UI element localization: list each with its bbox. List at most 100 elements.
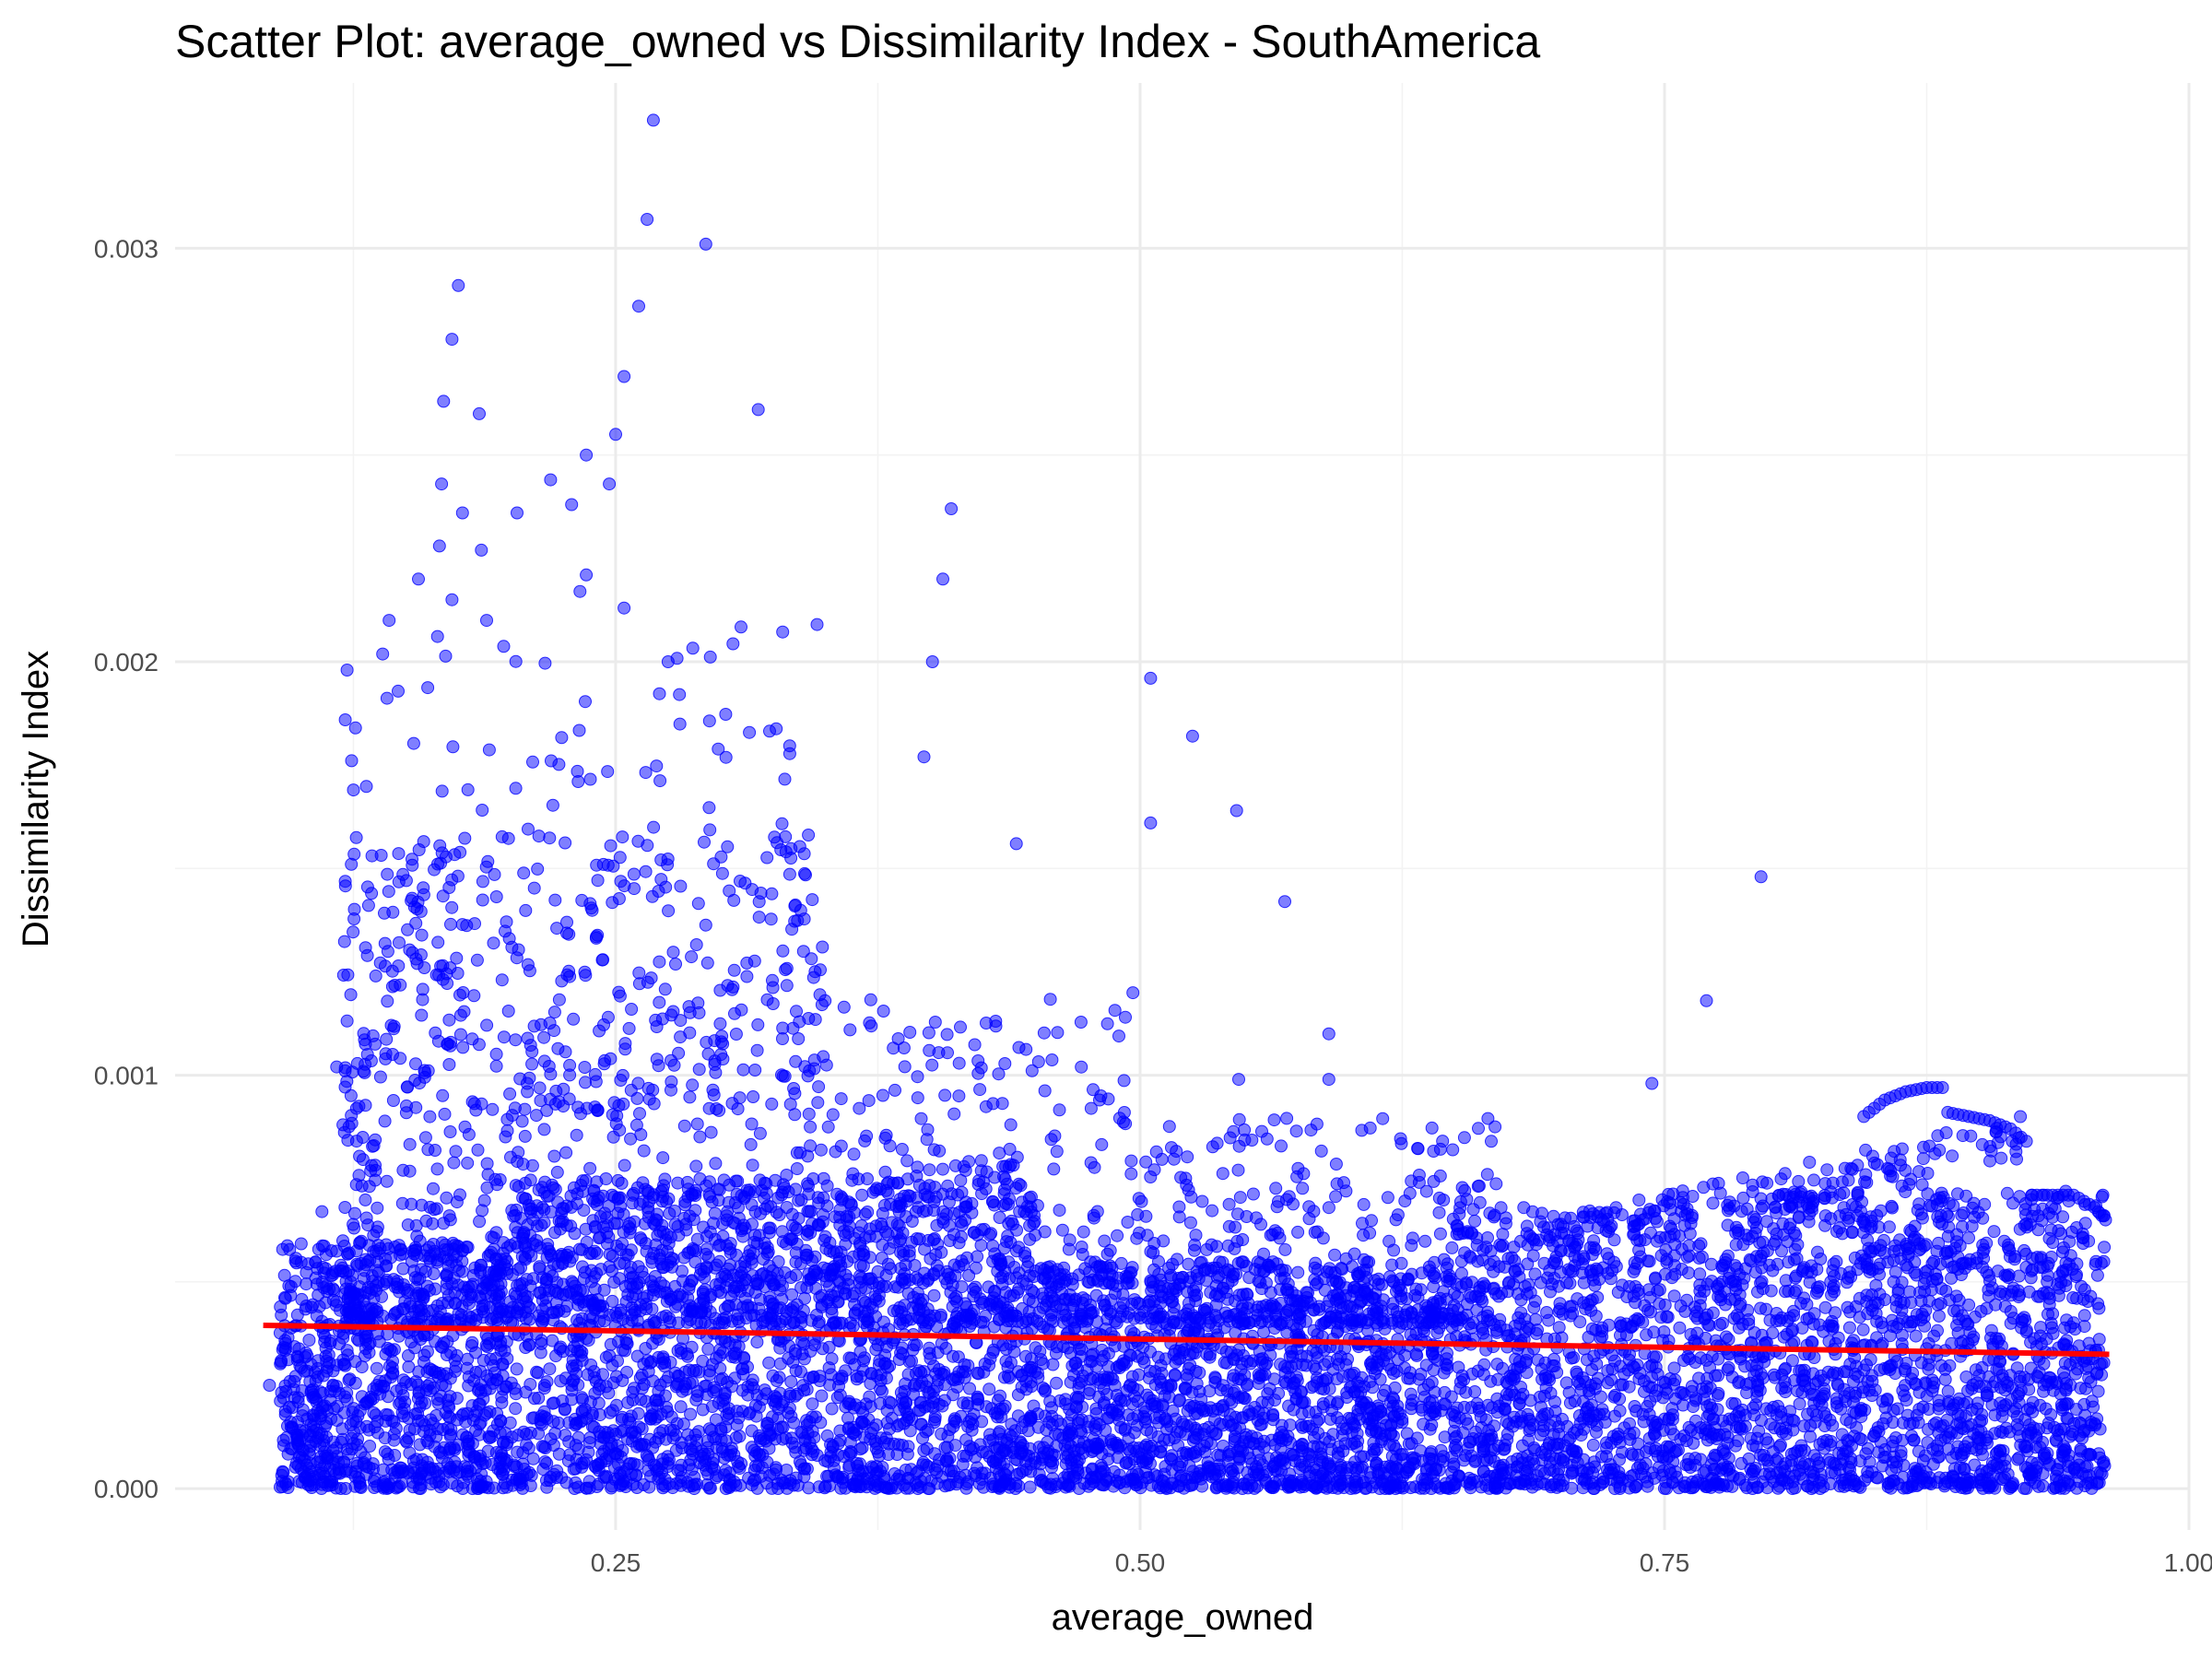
scatter-point xyxy=(1890,1402,1904,1416)
scatter-point xyxy=(348,1355,362,1369)
scatter-point xyxy=(971,1366,984,1380)
scatter-point xyxy=(290,1308,304,1322)
scatter-point xyxy=(1918,1319,1932,1333)
scatter-point xyxy=(1383,1395,1397,1409)
scatter-point xyxy=(1023,1480,1037,1494)
scatter-point xyxy=(1402,1437,1416,1451)
scatter-point xyxy=(1396,1481,1410,1495)
scatter-point xyxy=(300,1277,313,1291)
scatter-point xyxy=(510,1362,524,1376)
points-layer xyxy=(263,113,2112,1496)
scatter-point xyxy=(1782,1255,1795,1269)
scatter-point xyxy=(1114,1394,1128,1407)
scatter-point xyxy=(302,1334,316,1347)
scatter-point xyxy=(582,1481,596,1495)
scatter-point xyxy=(864,1400,877,1414)
scatter-point xyxy=(1759,1302,1773,1316)
scatter-point xyxy=(1392,1353,1405,1367)
scatter-point xyxy=(1931,1324,1944,1337)
scatter-point xyxy=(1132,1368,1146,1382)
scatter-point xyxy=(1882,1220,1896,1234)
scatter-point xyxy=(1768,1371,1782,1384)
scatter-point xyxy=(1266,1408,1280,1422)
scatter-point xyxy=(1804,1430,1817,1443)
scatter-point xyxy=(756,1461,770,1475)
scatter-point xyxy=(1274,1358,1288,1371)
scatter-point xyxy=(318,1335,332,1348)
scatter-point xyxy=(1653,1283,1666,1297)
scatter-point xyxy=(541,1238,555,1252)
scatter-point xyxy=(982,1382,996,1396)
scatter-point xyxy=(674,1342,688,1356)
scatter-point xyxy=(395,1406,409,1419)
scatter-point xyxy=(1135,1352,1149,1366)
scatter-point xyxy=(2019,1247,2033,1261)
scatter-point xyxy=(2077,1309,2091,1323)
scatter-point xyxy=(509,1402,523,1416)
scatter-point xyxy=(784,1375,798,1389)
scatter-point xyxy=(546,1334,559,1347)
scatter-point xyxy=(1851,1187,1865,1200)
scatter-point xyxy=(1882,1477,1896,1490)
scatter-point xyxy=(644,1355,658,1369)
scatter-point xyxy=(674,1400,688,1414)
scatter-point xyxy=(1537,1407,1551,1421)
scatter-point xyxy=(1291,1265,1305,1279)
scatter-point xyxy=(762,1356,776,1370)
scatter-point xyxy=(1938,1372,1952,1386)
scatter-point xyxy=(276,1433,290,1447)
scatter-point xyxy=(1943,1359,1957,1372)
scatter-point xyxy=(1989,1298,2003,1312)
scatter-point xyxy=(1886,1201,1899,1215)
scatter-point xyxy=(876,1238,889,1252)
scatter-point xyxy=(1378,1383,1392,1397)
scatter-point xyxy=(1309,1256,1323,1270)
scatter-point xyxy=(1437,1366,1451,1380)
scatter-point xyxy=(1570,1365,1583,1379)
scatter-point xyxy=(1912,1416,1925,1430)
scatter-point xyxy=(1345,1437,1359,1451)
scatter-point xyxy=(558,1403,571,1417)
scatter-point xyxy=(1932,1309,1946,1323)
scatter-point xyxy=(2040,1332,2053,1346)
scatter-point xyxy=(591,1459,605,1472)
scatter-point xyxy=(770,1374,783,1387)
scatter-point xyxy=(671,1176,685,1190)
scatter-point xyxy=(1945,1271,1959,1285)
scatter-point xyxy=(1520,1219,1534,1233)
scatter-point xyxy=(526,1452,540,1465)
scatter-point xyxy=(1496,1228,1510,1241)
scatter-point xyxy=(423,1384,437,1398)
scatter-point xyxy=(1082,1387,1096,1400)
scatter-point xyxy=(1693,1267,1707,1281)
scatter-point xyxy=(1268,1438,1282,1452)
scatter-point xyxy=(1763,1313,1777,1327)
scatter-point xyxy=(1845,1225,1859,1239)
scatter-point xyxy=(2090,1268,2104,1282)
scatter-point xyxy=(1295,1406,1309,1420)
scatter-point xyxy=(957,1396,971,1410)
scatter-point xyxy=(565,1393,579,1406)
scatter-point xyxy=(1728,1397,1742,1411)
scatter-point xyxy=(1394,1256,1408,1270)
scatter-point xyxy=(959,1449,973,1463)
scatter-point xyxy=(965,1423,979,1437)
scatter-point xyxy=(1987,1225,2001,1239)
scatter-point xyxy=(974,1239,988,1253)
scatter-point xyxy=(1321,1457,1335,1471)
scatter-point xyxy=(1072,1413,1086,1427)
scatter-point xyxy=(1540,1306,1554,1319)
scatter-point xyxy=(1626,1448,1640,1462)
scatter-point xyxy=(1414,1368,1428,1381)
scatter-point xyxy=(594,1408,606,1422)
scatter-point xyxy=(1693,1278,1707,1292)
scatter-point xyxy=(400,1435,414,1449)
scatter-point xyxy=(1883,1329,1897,1343)
scatter-point xyxy=(1955,1450,1969,1464)
scatter-point xyxy=(1682,1453,1696,1465)
scatter-point xyxy=(1912,1403,1926,1416)
scatter-point xyxy=(2098,1241,2112,1254)
scatter-point xyxy=(927,1288,941,1302)
scatter-point xyxy=(1050,1376,1064,1390)
scatter-point xyxy=(1630,1404,1643,1418)
